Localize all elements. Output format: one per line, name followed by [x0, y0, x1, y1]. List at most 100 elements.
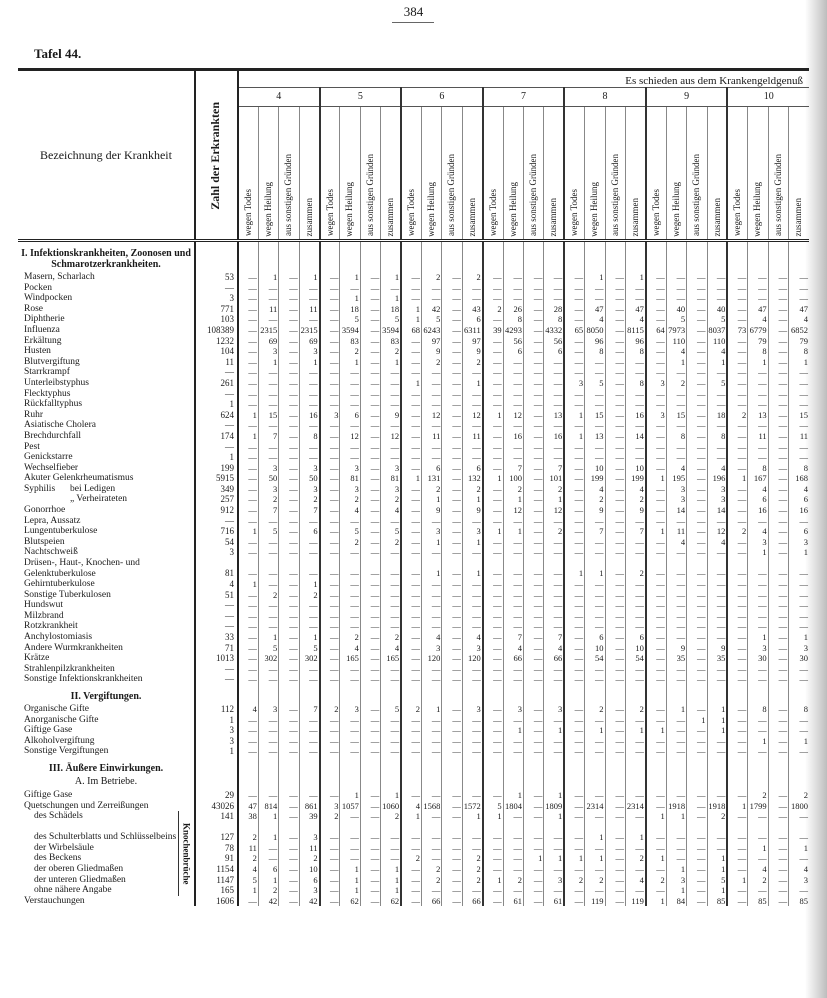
value-cell: —: [726, 388, 748, 400]
value-cell: 97: [461, 335, 483, 347]
value-cell: —: [318, 895, 340, 907]
value-cell: —: [481, 663, 504, 675]
value-cell: —: [543, 452, 565, 463]
value-cell: —: [359, 324, 381, 336]
value-cell: —: [278, 462, 300, 474]
value-cell: —: [441, 885, 463, 896]
value-cell: —: [278, 335, 300, 347]
value-cell: 1: [644, 526, 667, 537]
value-cell: 1: [461, 811, 483, 822]
value-cell: —: [563, 610, 585, 622]
value-cell: 6852: [788, 324, 809, 336]
disease-name: Influenza: [24, 324, 60, 335]
total-cell: —: [194, 621, 240, 632]
total-cell: 912: [194, 505, 240, 516]
value-cell: —: [624, 589, 646, 601]
value-cell: —: [665, 272, 687, 283]
value-cell: —: [461, 420, 483, 431]
value-cell: —: [278, 746, 300, 757]
value-cell: 6: [421, 462, 442, 474]
section-heading-row: II. Vergiftungen.: [18, 684, 809, 704]
value-cell: —: [236, 314, 259, 325]
value-cell: —: [400, 282, 422, 294]
disease-name: Rotzkrankheit: [24, 621, 78, 632]
value-cell: —: [278, 452, 300, 463]
value-cell: —: [706, 547, 728, 559]
value-cell: —: [502, 714, 524, 726]
value-cell: —: [665, 452, 687, 463]
value-cell: 1: [665, 863, 687, 875]
disease-name: des Schädels: [34, 811, 83, 822]
value-cell: —: [563, 821, 585, 843]
value-cell: 1: [400, 303, 422, 315]
value-cell: —: [278, 303, 300, 315]
value-cell: —: [563, 579, 585, 590]
empty-cell: [767, 240, 789, 272]
value-cell: —: [604, 874, 626, 886]
total-cell: 1: [194, 452, 240, 463]
value-cell: —: [400, 558, 422, 580]
value-cell: —: [359, 388, 381, 400]
empty-cell: [624, 684, 646, 704]
value-cell: —: [726, 536, 748, 548]
value-cell: —: [584, 367, 606, 378]
value-cell: —: [686, 653, 707, 664]
value-cell: —: [339, 610, 361, 622]
value-cell: —: [644, 536, 667, 548]
value-cell: —: [481, 746, 504, 757]
value-cell: —: [665, 610, 687, 622]
empty-cell: [665, 775, 687, 790]
value-cell: —: [624, 811, 646, 822]
value-cell: —: [298, 789, 320, 801]
value-cell: —: [257, 314, 279, 325]
value-cell: —: [257, 674, 279, 685]
value-cell: —: [747, 452, 769, 463]
value-cell: —: [400, 714, 422, 726]
value-cell: —: [421, 420, 442, 431]
value-cell: —: [644, 388, 667, 400]
total-cell: 174: [194, 430, 240, 442]
value-cell: 12: [706, 526, 728, 537]
empty-cell: [359, 240, 381, 272]
value-cell: 8: [624, 377, 646, 389]
value-cell: —: [441, 505, 463, 516]
value-cell: —: [767, 473, 789, 484]
value-cell: —: [359, 632, 381, 643]
value-cell: —: [624, 515, 646, 527]
empty-cell: [726, 240, 748, 272]
value-cell: —: [543, 367, 565, 378]
value-cell: —: [686, 853, 707, 864]
value-cell: —: [543, 282, 565, 294]
value-cell: 64: [644, 324, 667, 336]
value-cell: —: [461, 714, 483, 726]
value-cell: —: [441, 314, 463, 325]
value-cell: —: [522, 703, 544, 715]
value-cell: 1: [257, 811, 279, 822]
total-cell: 91: [194, 853, 240, 864]
value-cell: 119: [584, 895, 606, 907]
value-cell: —: [543, 420, 565, 431]
value-cell: —: [278, 714, 300, 726]
value-cell: —: [644, 547, 667, 559]
value-cell: 15: [584, 409, 606, 421]
value-cell: —: [318, 441, 340, 453]
value-cell: —: [522, 589, 544, 601]
value-cell: —: [359, 811, 381, 822]
value-cell: 2: [380, 632, 402, 643]
value-cell: —: [441, 632, 463, 643]
value-cell: —: [278, 346, 300, 357]
value-cell: —: [726, 367, 748, 378]
value-cell: —: [522, 632, 544, 643]
value-cell: 1: [461, 536, 483, 548]
value-cell: —: [767, 663, 789, 675]
value-cell: —: [644, 746, 667, 757]
value-cell: —: [421, 515, 442, 527]
value-cell: —: [257, 536, 279, 548]
value-cell: 1: [644, 725, 667, 736]
value-cell: —: [502, 377, 524, 389]
total-cell: 165: [194, 885, 240, 896]
page-number-rule: [392, 22, 434, 23]
value-cell: —: [318, 314, 340, 325]
value-cell: 11: [236, 842, 259, 854]
total-cell: 1: [194, 746, 240, 757]
